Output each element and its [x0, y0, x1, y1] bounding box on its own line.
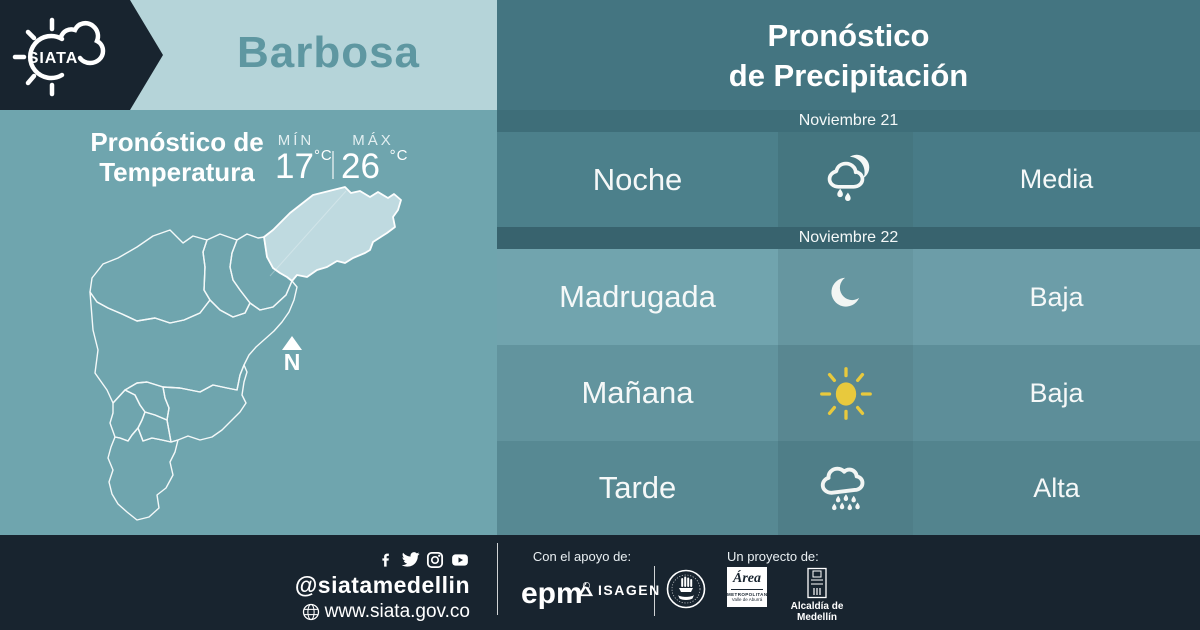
map-municipality-caldas [107, 427, 179, 521]
period-label-madrugada: Madrugada [559, 279, 716, 314]
map-municipality-bello [89, 229, 211, 324]
epm-wordmark: epm [521, 577, 583, 610]
period-label-noche: Noche [592, 161, 683, 197]
max-label: MÁX [352, 132, 394, 149]
period-label-manana: Mañana [581, 375, 694, 410]
precip-title-line1: Pronóstico [767, 18, 930, 53]
period-label-tarde: Tarde [598, 470, 677, 505]
map-river-line [269, 190, 347, 277]
map-municipality-barbosa-highlighted [263, 186, 402, 282]
precip-title-line2: de Precipitación [728, 58, 969, 93]
epm-logo: epm® [521, 574, 590, 610]
aburra-valley-map [89, 186, 402, 521]
support-label: Con el apoyo de: [532, 549, 632, 564]
website-row: www.siata.gov.co [250, 601, 470, 623]
precip-level-noche: Media [913, 132, 1200, 227]
footer [0, 535, 1200, 630]
facebook-icon[interactable] [377, 551, 395, 569]
isagen-glyph-icon [577, 582, 594, 597]
precip-level-manana: Baja [913, 345, 1200, 441]
project-label: Un proyecto de: [727, 549, 819, 564]
temperature-panel [0, 110, 497, 535]
siata-wordmark: SIATA [28, 50, 79, 67]
sun-cloud-icon [12, 17, 106, 97]
area-script-text: Área [731, 569, 763, 590]
area-line1: METROPOLITANA [727, 592, 767, 597]
footer-divider-1 [497, 543, 498, 615]
forecast-row-noche: Noche Media [497, 132, 1200, 227]
youtube-icon[interactable] [450, 551, 470, 569]
map-municipality-envigado [162, 364, 248, 443]
precip-level-tarde: Alta [913, 441, 1200, 535]
precip-level-madrugada: Baja [913, 249, 1200, 345]
social-handle[interactable]: @siatamedellin [294, 572, 470, 598]
map-municipality-medellin [89, 280, 298, 404]
north-arrow-triangle [282, 336, 302, 350]
footer-divider-2 [654, 566, 655, 616]
isagen-logo: ISAGEN [577, 581, 661, 598]
twitter-icon[interactable] [401, 550, 420, 569]
temperature-title-line2: Temperatura [99, 157, 255, 187]
temperature-title: Pronóstico de Temperatura [77, 127, 277, 187]
map-municipality-copacabana [202, 233, 251, 318]
isagen-wordmark: ISAGEN [598, 581, 661, 598]
north-arrow-label: N [284, 349, 301, 374]
max-unit: °C [389, 147, 409, 164]
siata-logo: SIATA [0, 0, 163, 110]
pennant-shape [0, 0, 163, 110]
social-icons [250, 550, 470, 569]
rain-cloud-icon [778, 441, 913, 535]
globe-icon [302, 603, 319, 621]
municipality-name: Barbosa [236, 28, 421, 77]
instagram-icon[interactable] [426, 551, 444, 569]
date-band-2: Noviembre 22 [497, 227, 1200, 249]
north-arrow: N [282, 336, 302, 374]
alcaldia-label: Alcaldía de Medellín [790, 601, 844, 623]
map-municipality-sabaneta [137, 411, 172, 443]
website-url[interactable]: www.siata.gov.co [324, 601, 470, 622]
min-number: 17 [275, 147, 314, 186]
min-value: 17°C [275, 147, 333, 187]
date-band-1: Noviembre 21 [497, 110, 1200, 132]
area-line2: Valle de Aburrá [731, 597, 763, 602]
min-unit: °C [313, 147, 333, 164]
max-value: 26 °C [341, 147, 409, 187]
temperature-title-line1: Pronóstico de [90, 127, 264, 157]
moon-icon [778, 249, 913, 345]
sun-icon [778, 345, 913, 441]
max-number: 26 [341, 147, 380, 186]
forecast-row-madrugada: Madrugada Baja [497, 249, 1200, 345]
university-seal-icon [666, 569, 706, 609]
forecast-row-tarde: Tarde Alta [497, 441, 1200, 535]
social-block: @siatamedellin www.siata.gov.co [250, 550, 470, 623]
forecast-row-manana: Mañana Baja [497, 345, 1200, 441]
minmax-divider [332, 151, 334, 179]
precip-header: Pronóstico de Precipitación [497, 0, 1200, 110]
alcaldia-emblem-icon [807, 567, 827, 599]
moon-rain-icon [778, 132, 913, 227]
min-label: MÍN [277, 132, 315, 149]
area-metropolitana-logo: Área METROPOLITANA Valle de Aburrá [727, 567, 767, 607]
map-municipality-itagui [124, 381, 170, 421]
